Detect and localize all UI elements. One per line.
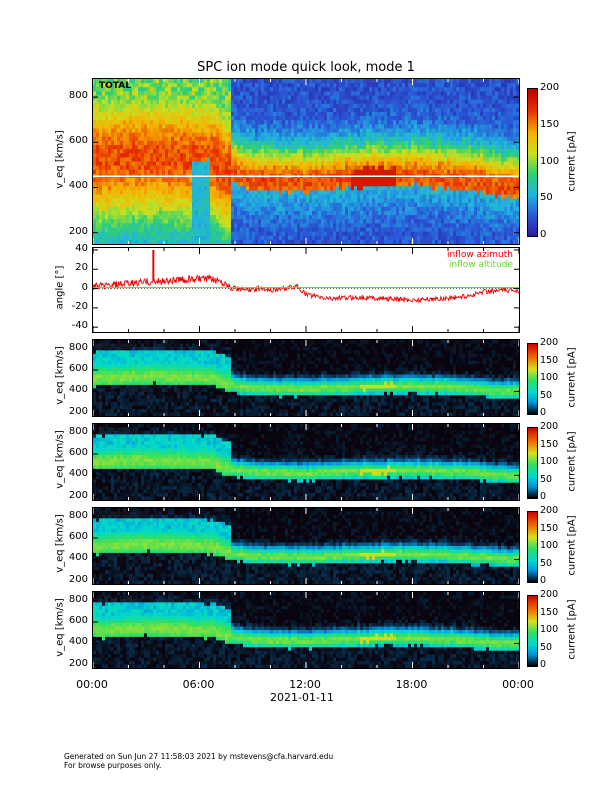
ytick-label-3-2: 600 bbox=[68, 446, 88, 458]
cbar-tick-2-1: 50 bbox=[540, 389, 553, 401]
cbar-tick-5-2: 100 bbox=[540, 624, 559, 635]
panel-label-total: TOTAL bbox=[99, 81, 131, 91]
ylabel-1: angle [°] bbox=[54, 265, 66, 310]
ytick-label-1-0: -40 bbox=[71, 320, 88, 332]
ytick-label-1-1: -20 bbox=[71, 300, 88, 312]
xtick-label-2: 12:00 bbox=[289, 678, 321, 691]
cbar-tick-4-2: 100 bbox=[540, 540, 559, 551]
angle-panel: inflow azimuth inflow altitude bbox=[92, 247, 520, 333]
cbar-tick-0-0: 0 bbox=[540, 229, 547, 240]
cbar-tick-3-2: 100 bbox=[540, 456, 559, 467]
cbar-tick-2-4: 200 bbox=[540, 337, 559, 348]
cbar-tick-2-2: 100 bbox=[540, 372, 559, 383]
ytick-label-5-3: 800 bbox=[68, 593, 88, 605]
footer: Generated on Sun Jun 27 11:58:03 2021 by… bbox=[64, 752, 333, 770]
cbar-tick-2-0: 0 bbox=[540, 407, 547, 418]
ytick-label-5-1: 400 bbox=[68, 636, 88, 648]
xtick-label-1: 06:00 bbox=[182, 678, 215, 691]
cbar-tick-4-1: 50 bbox=[540, 557, 553, 569]
cbar-label-3: current [pA] bbox=[566, 431, 578, 492]
total-heatmap bbox=[93, 79, 519, 244]
ytick-label-0-2: 600 bbox=[68, 135, 88, 147]
ytick-label-0-0: 200 bbox=[68, 225, 88, 237]
ytick-label-4-1: 400 bbox=[68, 552, 88, 564]
cbar-tick-5-3: 150 bbox=[540, 606, 559, 618]
ytick-label-2-2: 600 bbox=[68, 362, 88, 374]
cbar-tick-0-4: 200 bbox=[540, 82, 560, 93]
sensor-b-heatmap bbox=[93, 424, 519, 500]
ytick-label-4-3: 800 bbox=[68, 509, 88, 521]
ylabel-5: v_eq [km/s] bbox=[54, 598, 66, 657]
panel-label-c: C sensor bbox=[99, 510, 138, 520]
cbar-tick-4-3: 150 bbox=[540, 522, 559, 534]
ytick-label-4-2: 600 bbox=[68, 530, 88, 542]
colorbar-c bbox=[527, 511, 538, 583]
ytick-label-2-0: 200 bbox=[68, 405, 88, 417]
ytick-label-3-3: 800 bbox=[68, 425, 88, 437]
cbar-tick-3-0: 0 bbox=[540, 491, 547, 502]
cbar-tick-2-3: 150 bbox=[540, 354, 559, 366]
ylabel-0: v_eq [km/s] bbox=[54, 129, 66, 189]
ylabel-2: v_eq [km/s] bbox=[54, 346, 66, 405]
ytick-label-2-3: 800 bbox=[68, 341, 88, 353]
cbar-tick-0-1: 50 bbox=[540, 192, 553, 204]
panel-label-b: B sensor bbox=[99, 426, 138, 436]
cbar-label-0: current [pA] bbox=[566, 130, 578, 192]
cbar-tick-4-4: 200 bbox=[540, 505, 559, 516]
sensor-c-heatmap bbox=[93, 508, 519, 584]
ytick-label-0-1: 400 bbox=[68, 180, 88, 192]
series-inflow-azimuth bbox=[93, 274, 519, 304]
figure-title: SPC ion mode quick look, mode 1 bbox=[197, 60, 415, 75]
footer-browse: For browse purposes only. bbox=[64, 761, 162, 770]
cbar-tick-0-2: 100 bbox=[540, 155, 560, 167]
footer-generated: Generated on Sun Jun 27 11:58:03 2021 by… bbox=[64, 752, 334, 761]
cbar-tick-3-4: 200 bbox=[540, 421, 559, 432]
colorbar-d bbox=[527, 595, 538, 667]
ytick-label-3-0: 200 bbox=[68, 489, 88, 501]
sensor-d-heatmap bbox=[93, 592, 519, 668]
ytick-label-5-0: 200 bbox=[68, 657, 88, 669]
ylabel-4: v_eq [km/s] bbox=[54, 514, 66, 573]
cbar-label-4: current [pA] bbox=[566, 515, 578, 576]
cbar-tick-5-0: 0 bbox=[540, 659, 547, 670]
cbar-tick-3-1: 50 bbox=[540, 473, 553, 485]
sensor-a-panel: A sensor bbox=[92, 339, 520, 417]
total-heatmap-panel: TOTAL bbox=[92, 78, 520, 245]
cbar-label-5: current [pA] bbox=[566, 599, 578, 660]
cbar-tick-4-0: 0 bbox=[540, 575, 547, 586]
ytick-label-1-2: 0 bbox=[81, 281, 88, 293]
xtick-label-3: 18:00 bbox=[395, 678, 428, 691]
legend-azimuth: inflow azimuth bbox=[446, 250, 513, 260]
ylabel-3: v_eq [km/s] bbox=[54, 430, 66, 489]
cbar-label-2: current [pA] bbox=[566, 347, 578, 408]
ytick-label-1-4: 40 bbox=[75, 242, 88, 254]
colorbar-a bbox=[527, 343, 538, 415]
ytick-label-3-1: 400 bbox=[68, 468, 88, 480]
cbar-tick-5-1: 50 bbox=[540, 641, 553, 653]
colorbar-total bbox=[527, 88, 538, 237]
cbar-tick-3-3: 150 bbox=[540, 438, 559, 450]
legend-altitude: inflow altitude bbox=[448, 260, 513, 270]
angle-plot bbox=[93, 248, 519, 332]
xtick-label-4: 00:00 bbox=[502, 678, 534, 691]
panel-label-d: D sensor bbox=[99, 594, 139, 604]
cbar-tick-5-4: 200 bbox=[540, 589, 559, 600]
panel-label-a: A sensor bbox=[99, 342, 138, 352]
sensor-b-panel: B sensor bbox=[92, 423, 520, 501]
colorbar-b bbox=[527, 427, 538, 499]
cbar-tick-0-3: 150 bbox=[540, 118, 560, 130]
xtick-label-0: 00:00 bbox=[76, 678, 108, 691]
ytick-label-0-3: 800 bbox=[68, 90, 88, 102]
ytick-label-1-3: 20 bbox=[75, 262, 88, 274]
ytick-label-5-2: 600 bbox=[68, 614, 88, 626]
ytick-label-2-1: 400 bbox=[68, 384, 88, 396]
sensor-c-panel: C sensor bbox=[92, 507, 520, 585]
sensor-d-panel: D sensor bbox=[92, 591, 520, 669]
date-label: 2021-01-11 bbox=[270, 691, 334, 704]
sensor-a-heatmap bbox=[93, 340, 519, 416]
ytick-label-4-0: 200 bbox=[68, 573, 88, 585]
